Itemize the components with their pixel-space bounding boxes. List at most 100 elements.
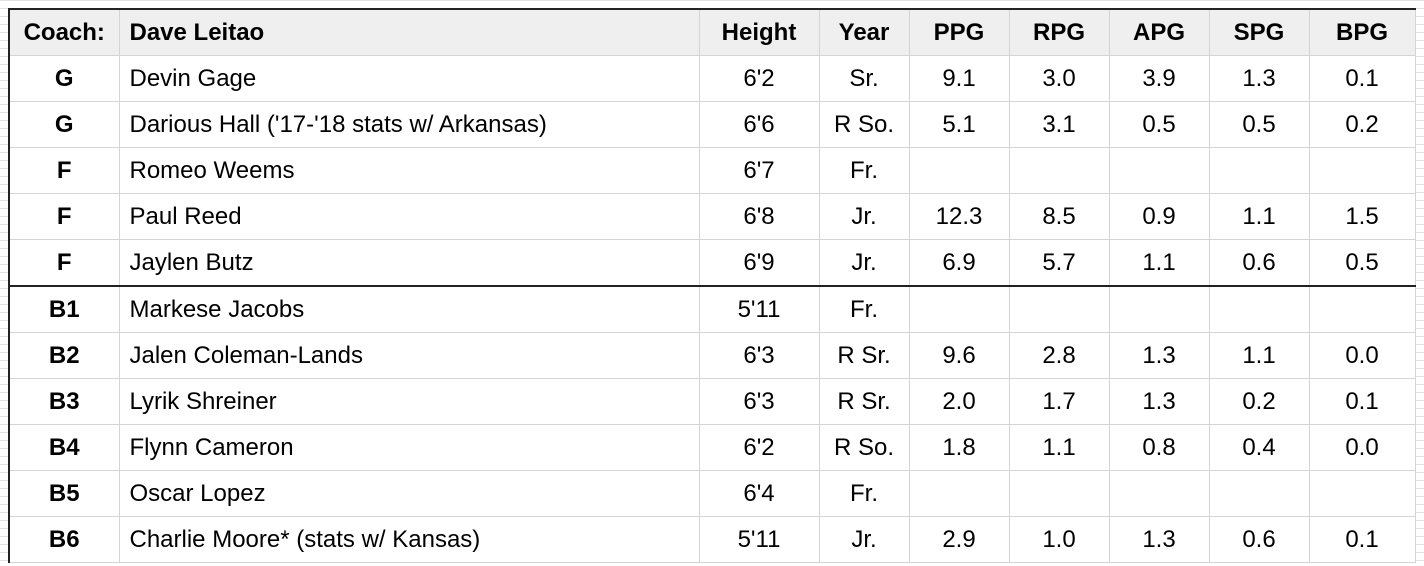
stat-cell: 6'4 — [698, 470, 820, 517]
stat-cell: 5'11 — [698, 285, 820, 333]
stat-cell — [1208, 470, 1310, 517]
position-cell: G — [8, 101, 120, 148]
stat-cell: 6'7 — [698, 147, 820, 194]
stat-cell: Fr. — [818, 285, 910, 333]
stat-cell: Jr. — [818, 516, 910, 563]
stat-cell: R Sr. — [818, 378, 910, 425]
stat-cell: R So. — [818, 424, 910, 471]
header-cell: SPG — [1208, 8, 1310, 56]
stat-cell: 12.3 — [908, 193, 1010, 240]
stat-cell — [1308, 147, 1416, 194]
player-name: Lyrik Shreiner — [118, 378, 700, 425]
stat-cell: Fr. — [818, 470, 910, 517]
player-name: Romeo Weems — [118, 147, 700, 194]
stat-cell: 3.0 — [1008, 55, 1110, 102]
stat-cell: 2.9 — [908, 516, 1010, 563]
stat-cell: 6'8 — [698, 193, 820, 240]
stat-cell: 1.3 — [1108, 378, 1210, 425]
stat-cell — [1108, 147, 1210, 194]
stat-cell: 6'2 — [698, 55, 820, 102]
stat-cell — [908, 470, 1010, 517]
stat-cell: 6'3 — [698, 332, 820, 379]
stat-cell: 0.5 — [1108, 101, 1210, 148]
stat-cell: 1.8 — [908, 424, 1010, 471]
stat-cell: 0.4 — [1208, 424, 1310, 471]
position-cell: B4 — [8, 424, 120, 471]
player-name: Jaylen Butz — [118, 239, 700, 287]
player-row: B6 Charlie Moore* (stats w/ Kansas) 5'11 Jr… — [8, 516, 1416, 563]
header-cell: Height — [698, 8, 820, 56]
stat-cell: Sr. — [818, 55, 910, 102]
stat-cell: 3.1 — [1008, 101, 1110, 148]
stat-cell: 1.1 — [1208, 193, 1310, 240]
roster-table: Coach: Dave Leitao Height Year PPG RPG APG SPG B… — [8, 8, 1416, 563]
stat-cell: 8.5 — [1008, 193, 1110, 240]
stat-cell: 0.6 — [1208, 239, 1310, 287]
stat-cell — [1108, 285, 1210, 333]
player-row: B1 Markese Jacobs 5'11 Fr. — [8, 285, 1416, 333]
stat-cell — [1008, 285, 1110, 333]
stat-cell: 0.1 — [1308, 378, 1416, 425]
stat-cell: 1.1 — [1208, 332, 1310, 379]
stat-cell — [908, 147, 1010, 194]
stat-cell — [908, 285, 1010, 333]
stat-cell: 1.0 — [1008, 516, 1110, 563]
position-cell: B2 — [8, 332, 120, 379]
stat-cell: 0.9 — [1108, 193, 1210, 240]
stat-cell — [1008, 470, 1110, 517]
stat-cell: 1.3 — [1108, 332, 1210, 379]
table-body: Coach: Dave Leitao Height Year PPG RPG APG SPG B… — [8, 8, 1416, 563]
stat-cell: R So. — [818, 101, 910, 148]
stat-cell — [1108, 470, 1210, 517]
player-name: Oscar Lopez — [118, 470, 700, 517]
header-cell: APG — [1108, 8, 1210, 56]
position-cell: B1 — [8, 285, 120, 333]
header-cell: Coach: — [8, 8, 120, 56]
stat-cell: 0.1 — [1308, 516, 1416, 563]
player-name: Paul Reed — [118, 193, 700, 240]
position-cell: F — [8, 193, 120, 240]
stat-cell: 6'2 — [698, 424, 820, 471]
player-name: Flynn Cameron — [118, 424, 700, 471]
stat-cell: 9.6 — [908, 332, 1010, 379]
player-row: F Jaylen Butz 6'9 Jr. 6.9 5.7 1.1 0.6 0.5 — [8, 239, 1416, 287]
stat-cell: 2.8 — [1008, 332, 1110, 379]
stat-cell — [1208, 147, 1310, 194]
stat-cell — [1308, 470, 1416, 517]
header-row: Coach: Dave Leitao Height Year PPG RPG APG SPG B… — [8, 8, 1416, 56]
stat-cell: 0.1 — [1308, 55, 1416, 102]
stat-cell: 5.1 — [908, 101, 1010, 148]
stat-cell — [1008, 147, 1110, 194]
stat-cell: 0.5 — [1208, 101, 1310, 148]
stat-cell: Jr. — [818, 193, 910, 240]
stat-cell: 6'9 — [698, 239, 820, 287]
stat-cell: 9.1 — [908, 55, 1010, 102]
position-cell: B3 — [8, 378, 120, 425]
stat-cell: 0.0 — [1308, 332, 1416, 379]
position-cell: G — [8, 55, 120, 102]
player-row: F Romeo Weems 6'7 Fr. — [8, 147, 1416, 194]
position-cell: F — [8, 239, 120, 287]
stat-cell: 0.2 — [1208, 378, 1310, 425]
position-cell: B6 — [8, 516, 120, 563]
stat-cell: 0.8 — [1108, 424, 1210, 471]
stat-cell: 0.2 — [1308, 101, 1416, 148]
position-cell: F — [8, 147, 120, 194]
stat-cell: 6'3 — [698, 378, 820, 425]
stat-cell: 3.9 — [1108, 55, 1210, 102]
stat-cell: 0.0 — [1308, 424, 1416, 471]
stat-cell: Jr. — [818, 239, 910, 287]
header-cell: BPG — [1308, 8, 1416, 56]
header-cell: PPG — [908, 8, 1010, 56]
stat-cell: 5.7 — [1008, 239, 1110, 287]
stat-cell: R Sr. — [818, 332, 910, 379]
header-cell: RPG — [1008, 8, 1110, 56]
player-row: F Paul Reed 6'8 Jr. 12.3 8.5 0.9 1.1 1.5 — [8, 193, 1416, 240]
player-row: B2 Jalen Coleman-Lands 6'3 R Sr. 9.6 2.8 1.3 1.… — [8, 332, 1416, 379]
stat-cell: 1.3 — [1208, 55, 1310, 102]
player-name: Devin Gage — [118, 55, 700, 102]
stat-cell: 5'11 — [698, 516, 820, 563]
player-row: B3 Lyrik Shreiner 6'3 R Sr. 2.0 1.7 1.3 0.2 0.1 — [8, 378, 1416, 425]
player-row: G Devin Gage 6'2 Sr. 9.1 3.0 3.9 1.3 0.1 — [8, 55, 1416, 102]
